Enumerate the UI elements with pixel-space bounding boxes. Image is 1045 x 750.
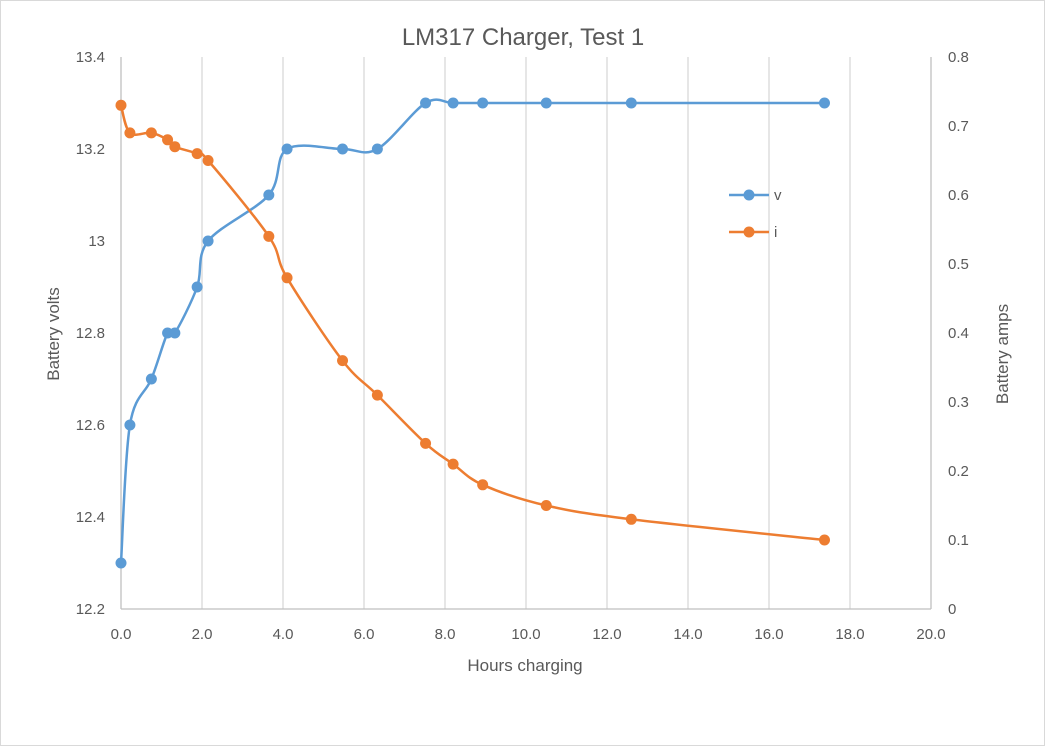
- legend-label-i: i: [774, 224, 777, 241]
- y-left-tick-label: 12.4: [76, 509, 105, 526]
- data-point-v: [540, 97, 552, 109]
- series-line-i: [119, 104, 825, 542]
- y-right-tick-label: 0.5: [948, 256, 969, 273]
- series-line-v: [119, 98, 825, 564]
- data-point-v: [477, 97, 489, 109]
- x-tick-label: 2.0: [192, 626, 213, 643]
- data-point-v: [420, 97, 432, 109]
- data-point-v: [202, 235, 214, 247]
- x-tick-label: 10.0: [511, 626, 540, 643]
- y-right-axis-title: Battery amps: [993, 304, 1012, 404]
- y-left-tick-label: 13: [88, 233, 105, 250]
- data-point-i: [263, 230, 275, 242]
- x-tick-labels: 0.0 2.0 4.0 6.0 8.0 10.0 12.0 14.0 16.0 18.0 20.0: [111, 626, 946, 643]
- data-point-v: [818, 97, 830, 109]
- x-tick-label: 18.0: [835, 626, 864, 643]
- data-point-i: [169, 141, 181, 153]
- legend-entry-i: i: [729, 224, 777, 241]
- data-point-v: [124, 419, 136, 431]
- legend-marker-v: [743, 189, 755, 201]
- data-point-i: [371, 389, 383, 401]
- y-left-axis-title: Battery volts: [44, 287, 63, 381]
- data-point-v: [191, 281, 203, 293]
- y-right-tick-labels: 0 0.1 0.2 0.3 0.4 0.5 0.6 0.7 0.8: [948, 49, 969, 618]
- y-right-tick-label: 0.3: [948, 394, 969, 411]
- y-left-tick-label: 13.4: [76, 49, 105, 66]
- legend-entry-v: v: [729, 187, 782, 204]
- data-point-i: [202, 155, 214, 166]
- y-left-tick-label: 12.2: [76, 601, 105, 618]
- data-point-i: [540, 500, 552, 511]
- series-i: [115, 99, 830, 546]
- data-point-i: [281, 272, 293, 284]
- x-tick-label: 8.0: [435, 626, 456, 643]
- x-tick-label: 0.0: [111, 626, 132, 643]
- y-left-tick-labels: 12.2 12.4 12.6 12.8 13 13.2 13.4: [76, 49, 105, 618]
- data-point-i: [337, 355, 349, 367]
- y-right-tick-label: 0.7: [948, 118, 969, 135]
- legend-label-v: v: [774, 187, 782, 204]
- x-axis-title: Hours charging: [467, 656, 582, 675]
- y-right-tick-label: 0.2: [948, 463, 969, 480]
- series-v: [115, 97, 830, 569]
- data-point-i: [818, 534, 830, 546]
- data-point-v: [447, 97, 459, 109]
- data-point-i: [191, 148, 203, 160]
- data-point-v: [625, 97, 637, 109]
- chart-title: LM317 Charger, Test 1: [402, 24, 644, 51]
- data-point-i: [625, 513, 637, 525]
- x-tick-label: 20.0: [916, 626, 945, 643]
- data-point-v: [281, 143, 293, 155]
- data-point-v: [337, 143, 349, 155]
- legend-marker-i: [743, 226, 755, 238]
- data-point-i: [124, 127, 136, 139]
- data-point-i: [145, 127, 157, 139]
- data-point-v: [371, 143, 383, 155]
- data-point-v: [115, 557, 127, 569]
- data-point-v: [145, 373, 157, 385]
- y-right-tick-label: 0: [948, 601, 956, 618]
- y-right-tick-label: 0.8: [948, 49, 969, 66]
- data-point-i: [420, 437, 432, 449]
- data-point-v: [263, 189, 275, 201]
- data-point-i: [477, 479, 489, 491]
- y-right-tick-label: 0.4: [948, 325, 969, 342]
- x-tick-label: 12.0: [592, 626, 621, 643]
- data-point-v: [169, 327, 181, 339]
- axes: [120, 57, 932, 610]
- x-tick-label: 14.0: [673, 626, 702, 643]
- y-left-tick-label: 13.2: [76, 141, 105, 158]
- y-left-tick-label: 12.8: [76, 325, 105, 342]
- x-tick-label: 6.0: [354, 626, 375, 643]
- data-point-i: [162, 134, 174, 146]
- data-point-i: [447, 458, 459, 470]
- legend: v i: [729, 187, 782, 241]
- gridlines: [201, 57, 851, 609]
- y-left-tick-label: 12.6: [76, 417, 105, 434]
- y-right-tick-label: 0.1: [948, 532, 969, 549]
- x-tick-label: 16.0: [754, 626, 783, 643]
- y-right-tick-label: 0.6: [948, 187, 969, 204]
- data-point-i: [115, 99, 127, 111]
- series-group: [115, 97, 830, 569]
- x-tick-label: 4.0: [273, 626, 294, 643]
